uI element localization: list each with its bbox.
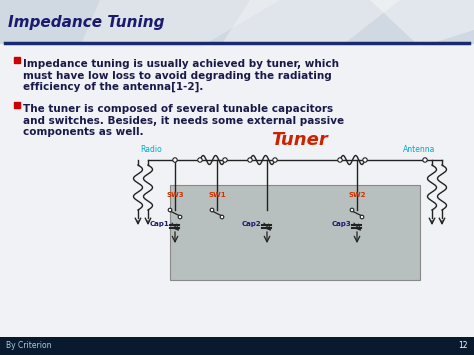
Text: Cap1: Cap1	[149, 221, 169, 227]
Text: SW2: SW2	[348, 192, 366, 198]
Text: Radio: Radio	[140, 146, 162, 154]
Circle shape	[223, 158, 227, 162]
Text: Impedance Tuning: Impedance Tuning	[8, 15, 164, 29]
Circle shape	[423, 158, 427, 162]
Circle shape	[178, 215, 182, 219]
Text: Antenna: Antenna	[402, 146, 435, 154]
Circle shape	[248, 158, 252, 162]
Circle shape	[350, 208, 354, 212]
Polygon shape	[370, 0, 474, 47]
Bar	[170, 185, 420, 280]
Text: By Criterion: By Criterion	[6, 342, 52, 350]
Text: 12: 12	[458, 342, 468, 350]
Circle shape	[173, 158, 177, 162]
Circle shape	[198, 158, 202, 162]
Circle shape	[273, 158, 277, 162]
Text: Impedance tuning is usually achieved by tuner, which
must have low loss to avoid: Impedance tuning is usually achieved by …	[23, 59, 339, 92]
Text: Cap2: Cap2	[241, 221, 261, 227]
Bar	[0, 44, 474, 337]
Circle shape	[220, 215, 224, 219]
Text: The tuner is composed of several tunable capacitors
and switches. Besides, it ne: The tuner is composed of several tunable…	[23, 104, 344, 137]
Text: Tuner: Tuner	[272, 131, 328, 149]
Polygon shape	[80, 0, 280, 47]
Bar	[14, 102, 20, 108]
Text: Cap3: Cap3	[331, 221, 351, 227]
Bar	[0, 0, 474, 47]
Circle shape	[360, 215, 364, 219]
Text: SW1: SW1	[208, 192, 226, 198]
Polygon shape	[220, 0, 400, 47]
Circle shape	[168, 208, 172, 212]
Circle shape	[363, 158, 367, 162]
Bar	[14, 57, 20, 63]
Text: SW3: SW3	[166, 192, 184, 198]
Circle shape	[338, 158, 342, 162]
Circle shape	[210, 208, 214, 212]
Bar	[0, 337, 474, 355]
